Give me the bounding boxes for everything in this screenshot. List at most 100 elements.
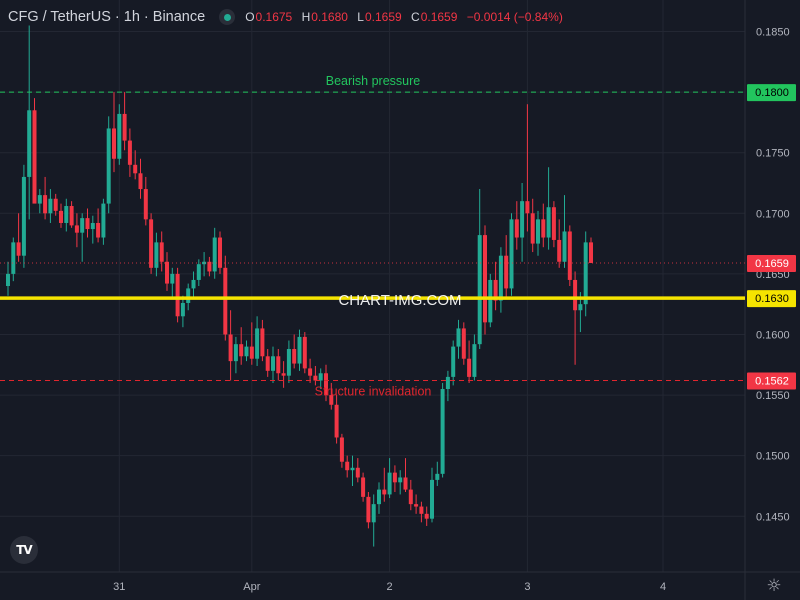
candle-body (567, 231, 572, 280)
level-label: Structure invalidation (315, 385, 432, 399)
candle-body (345, 461, 350, 471)
candle-body (435, 473, 440, 480)
candle-body (313, 375, 318, 381)
candle-body (318, 373, 323, 381)
candle-body (387, 472, 392, 495)
y-tick-label: 0.1750 (756, 148, 790, 160)
candle-body (37, 195, 42, 204)
x-tick-label: Apr (243, 581, 260, 593)
candle-body (186, 288, 191, 303)
x-tick-label: 31 (113, 581, 125, 593)
y-tick-label: 0.1600 (756, 329, 790, 341)
candle-body (541, 219, 546, 238)
candle-body (154, 242, 159, 268)
candle-body (329, 395, 334, 405)
candle-body (578, 304, 583, 311)
tradingview-logo-icon[interactable]: TV (10, 536, 38, 564)
candle-body (583, 242, 588, 305)
candle-body (233, 344, 238, 362)
candle-body (260, 328, 265, 357)
candle-body (149, 219, 154, 268)
settings-gear-icon[interactable]: ☼ (766, 576, 782, 596)
y-tick-label: 0.1700 (756, 208, 790, 220)
y-tick-label: 0.1850 (756, 27, 790, 39)
candle-body (223, 267, 228, 335)
candle-body (271, 356, 275, 371)
candle-body (456, 328, 461, 347)
candle-body (43, 195, 48, 214)
candle-body (451, 346, 456, 377)
level-price-tag: 0.1630 (755, 293, 789, 305)
candle-body (265, 356, 270, 371)
candle-body (133, 164, 138, 174)
candle-body (286, 349, 291, 376)
candle-body (589, 242, 593, 263)
candle-body (525, 201, 530, 214)
candle-body (324, 373, 328, 396)
market-status-icon (219, 9, 236, 25)
candle-body (218, 237, 222, 268)
ohlc-legend: O0.1675 H0.1680 L0.1659 C0.1659 −0.0014 … (245, 10, 569, 24)
candle-body (122, 113, 127, 141)
y-tick-label: 0.1450 (756, 511, 790, 523)
current-price-tag: 0.1659 (755, 258, 789, 270)
level-price-tag: 0.1800 (755, 87, 789, 99)
candle-body (377, 489, 381, 505)
candle-body (175, 273, 180, 317)
candle-body (138, 173, 143, 190)
candle-body (127, 140, 132, 165)
candle-body (48, 198, 53, 214)
candle-body (85, 218, 90, 230)
candle-body (302, 336, 307, 369)
candle-body (106, 128, 111, 204)
candle-body (419, 506, 424, 514)
candle-body (371, 504, 376, 523)
candle-body (414, 504, 419, 507)
candle-body (69, 206, 74, 226)
level-label: Bearish pressure (326, 74, 421, 88)
candle-body (472, 344, 477, 377)
y-tick-label: 0.1550 (756, 390, 790, 402)
candle-body (498, 255, 503, 301)
candle-body (16, 242, 21, 256)
candle-body (276, 356, 281, 374)
candle-body (467, 358, 472, 377)
candle-body (350, 467, 355, 471)
candle-body (292, 349, 297, 364)
candle-body (430, 479, 434, 519)
level-price-tag-bg (747, 84, 796, 102)
candle-body (562, 231, 567, 262)
candle-body (551, 207, 556, 240)
y-tick-label: 0.1500 (756, 451, 790, 463)
candle-body (488, 279, 493, 323)
candle-body (355, 467, 360, 478)
candle-body (27, 110, 32, 177)
candle-body (170, 273, 175, 284)
high-value: 0.1680 (311, 10, 348, 24)
candle-body (165, 261, 169, 284)
low-value: 0.1659 (364, 10, 402, 24)
candle-body (64, 206, 69, 223)
chart-header: CFG / TetherUS · 1h · Binance O0.1675 H0… (8, 6, 569, 28)
candle-body (101, 203, 106, 238)
symbol-title[interactable]: CFG / TetherUS · 1h · Binance (8, 9, 206, 25)
candle-body (11, 242, 16, 274)
candle-body (509, 219, 514, 289)
candle-body (53, 198, 58, 211)
candle-body (536, 219, 540, 244)
candle-body (477, 235, 482, 345)
candle-body (281, 373, 286, 376)
candle-body (398, 477, 403, 483)
close-label: C (411, 10, 420, 24)
candle-body (244, 346, 249, 357)
x-tick-label: 3 (524, 581, 530, 593)
current-price-tag-bg (747, 254, 796, 272)
candle-body (191, 279, 196, 289)
candle-body (74, 225, 79, 233)
candle-body (21, 176, 26, 256)
candle-body (445, 376, 450, 390)
candle-body (339, 437, 344, 462)
candle-body (80, 218, 85, 233)
level-price-tag-bg (747, 290, 796, 308)
